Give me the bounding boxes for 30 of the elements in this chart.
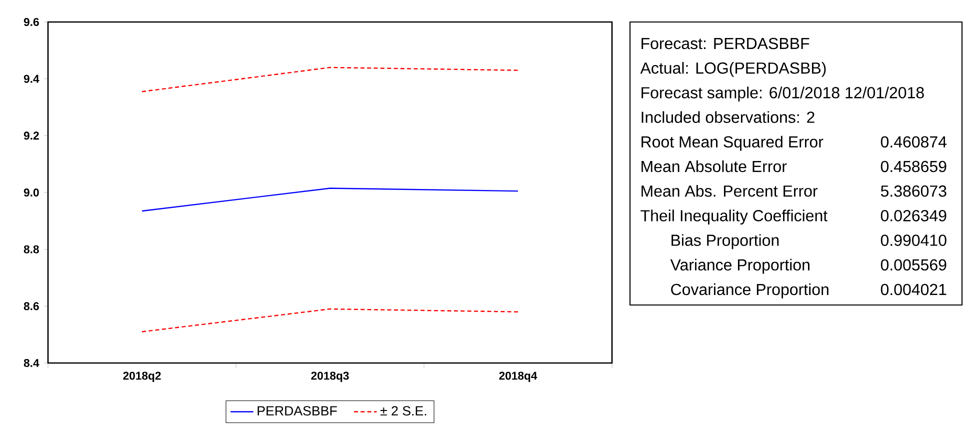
text: 0.026349 bbox=[880, 210, 946, 222]
text: Covariance Proportion bbox=[671, 283, 828, 298]
text: Bias Proportion bbox=[672, 234, 779, 250]
text: Included observations: 2 bbox=[642, 111, 814, 123]
text: 0.458659 bbox=[880, 160, 946, 172]
text: 0.990410 bbox=[880, 234, 946, 246]
y-tick-label: 8.8 bbox=[24, 245, 39, 254]
text: Actual: LOG(PERDASBB) bbox=[640, 62, 826, 77]
text: Forecast: PERDASBBF bbox=[642, 38, 810, 50]
text: Forecast sample: 6/01/2018 12/01/2018 bbox=[642, 86, 924, 102]
text: Mean Absolute Error bbox=[642, 160, 787, 172]
text: 0.460874 bbox=[880, 136, 947, 148]
x-tick-label: 2018q2 bbox=[123, 372, 161, 382]
text: Root Mean Squared Error bbox=[642, 136, 824, 151]
y-tick-label: 8.6 bbox=[24, 302, 39, 310]
text: Mean Abs. Percent Error bbox=[642, 185, 818, 197]
y-tick-label: 9.6 bbox=[24, 18, 39, 26]
x-tick-label: 2018q4 bbox=[499, 372, 538, 382]
y-tick-label: 9.2 bbox=[24, 132, 39, 140]
y-tick-label: 9.4 bbox=[24, 74, 40, 83]
text: 0.004021 bbox=[880, 284, 946, 296]
y-tick-label: 9.0 bbox=[24, 188, 39, 197]
text: 5.386073 bbox=[880, 185, 946, 197]
x-tick-label: 2018q3 bbox=[311, 372, 349, 382]
y-tick-label: 8.4 bbox=[24, 358, 40, 368]
text: 0.005569 bbox=[880, 259, 946, 271]
legend-label: ± 2 S.E. bbox=[380, 406, 426, 416]
text: Variance Proportion bbox=[670, 258, 810, 274]
legend-label: PERDASBBF bbox=[258, 406, 337, 416]
text: Theil Inequality Coefficient bbox=[640, 210, 828, 225]
